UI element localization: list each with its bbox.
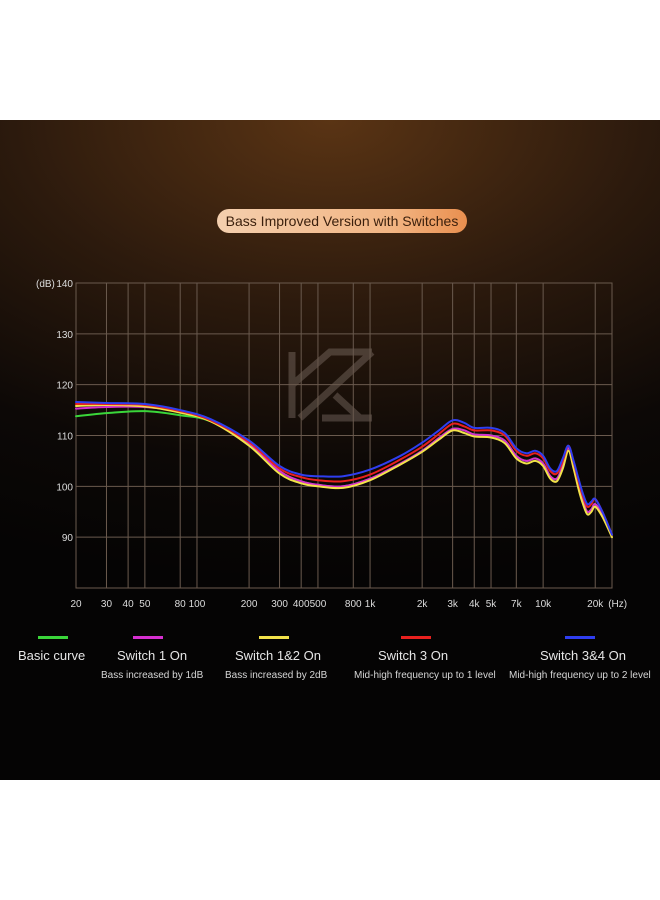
x-tick-label: 4k — [469, 599, 481, 610]
y-tick-label: 100 — [56, 482, 73, 493]
x-tick-label: 7k — [511, 599, 523, 610]
x-tick-label: 100 — [189, 599, 206, 610]
x-tick-label: 20 — [70, 599, 82, 610]
legend-label: Switch 3 On — [378, 648, 449, 663]
legend-description: Mid-high frequency up to 1 level — [354, 670, 496, 681]
x-tick-label: 3k — [447, 599, 459, 610]
y-tick-label: 140 — [56, 279, 73, 290]
x-tick-label: 40 — [123, 599, 135, 610]
legend-swatch-basic — [38, 636, 68, 639]
x-tick-label: 50 — [139, 599, 151, 610]
y-tick-label: 110 — [57, 432, 73, 443]
x-tick-label: 500 — [310, 599, 327, 610]
legend-description: Bass increased by 2dB — [225, 670, 328, 681]
y-tick-label: 120 — [56, 381, 73, 392]
x-tick-label: 800 — [345, 599, 362, 610]
x-tick-label: 5k — [486, 599, 498, 610]
x-tick-label: 300 — [271, 599, 288, 610]
x-tick-label: 10k — [535, 599, 552, 610]
series-line-switch34 — [75, 401, 613, 536]
legend-label: Switch 1 On — [117, 648, 188, 663]
chart-panel: Bass Improved Version with Switches 140 1… — [0, 120, 660, 780]
legend-swatch-switch1 — [133, 636, 163, 639]
legend-description: Mid-high frequency up to 2 level — [509, 670, 651, 681]
chart-legend: Basic curve Switch 1 On Bass increased by … — [0, 120, 660, 780]
x-tick-label: 2k — [417, 599, 429, 610]
legend-label: Switch 3&4 On — [540, 648, 626, 663]
chart-title: Bass Improved Version with Switches — [217, 209, 467, 233]
x-tick-label: 80 — [175, 599, 187, 610]
y-axis-label: (dB) — [36, 279, 55, 290]
x-tick-label: 400 — [293, 599, 310, 610]
x-tick-label: 30 — [101, 599, 113, 610]
x-tick-label: 200 — [241, 599, 258, 610]
legend-label: Switch 1&2 On — [235, 648, 321, 663]
series-line-switch12 — [75, 403, 613, 539]
chart-series-group — [75, 401, 613, 539]
x-tick-label: 1k — [365, 599, 377, 610]
legend-description: Bass increased by 1dB — [101, 670, 204, 681]
y-tick-label: 90 — [62, 533, 74, 544]
x-axis-label: (Hz) — [608, 599, 627, 610]
chart-grid — [75, 282, 613, 589]
x-tick-label: 20k — [587, 599, 604, 610]
y-tick-label: 130 — [56, 330, 73, 341]
legend-swatch-switch34 — [565, 636, 595, 639]
legend-swatch-switch12 — [259, 636, 289, 639]
legend-swatch-switch3 — [401, 636, 431, 639]
legend-label: Basic curve — [18, 648, 86, 663]
